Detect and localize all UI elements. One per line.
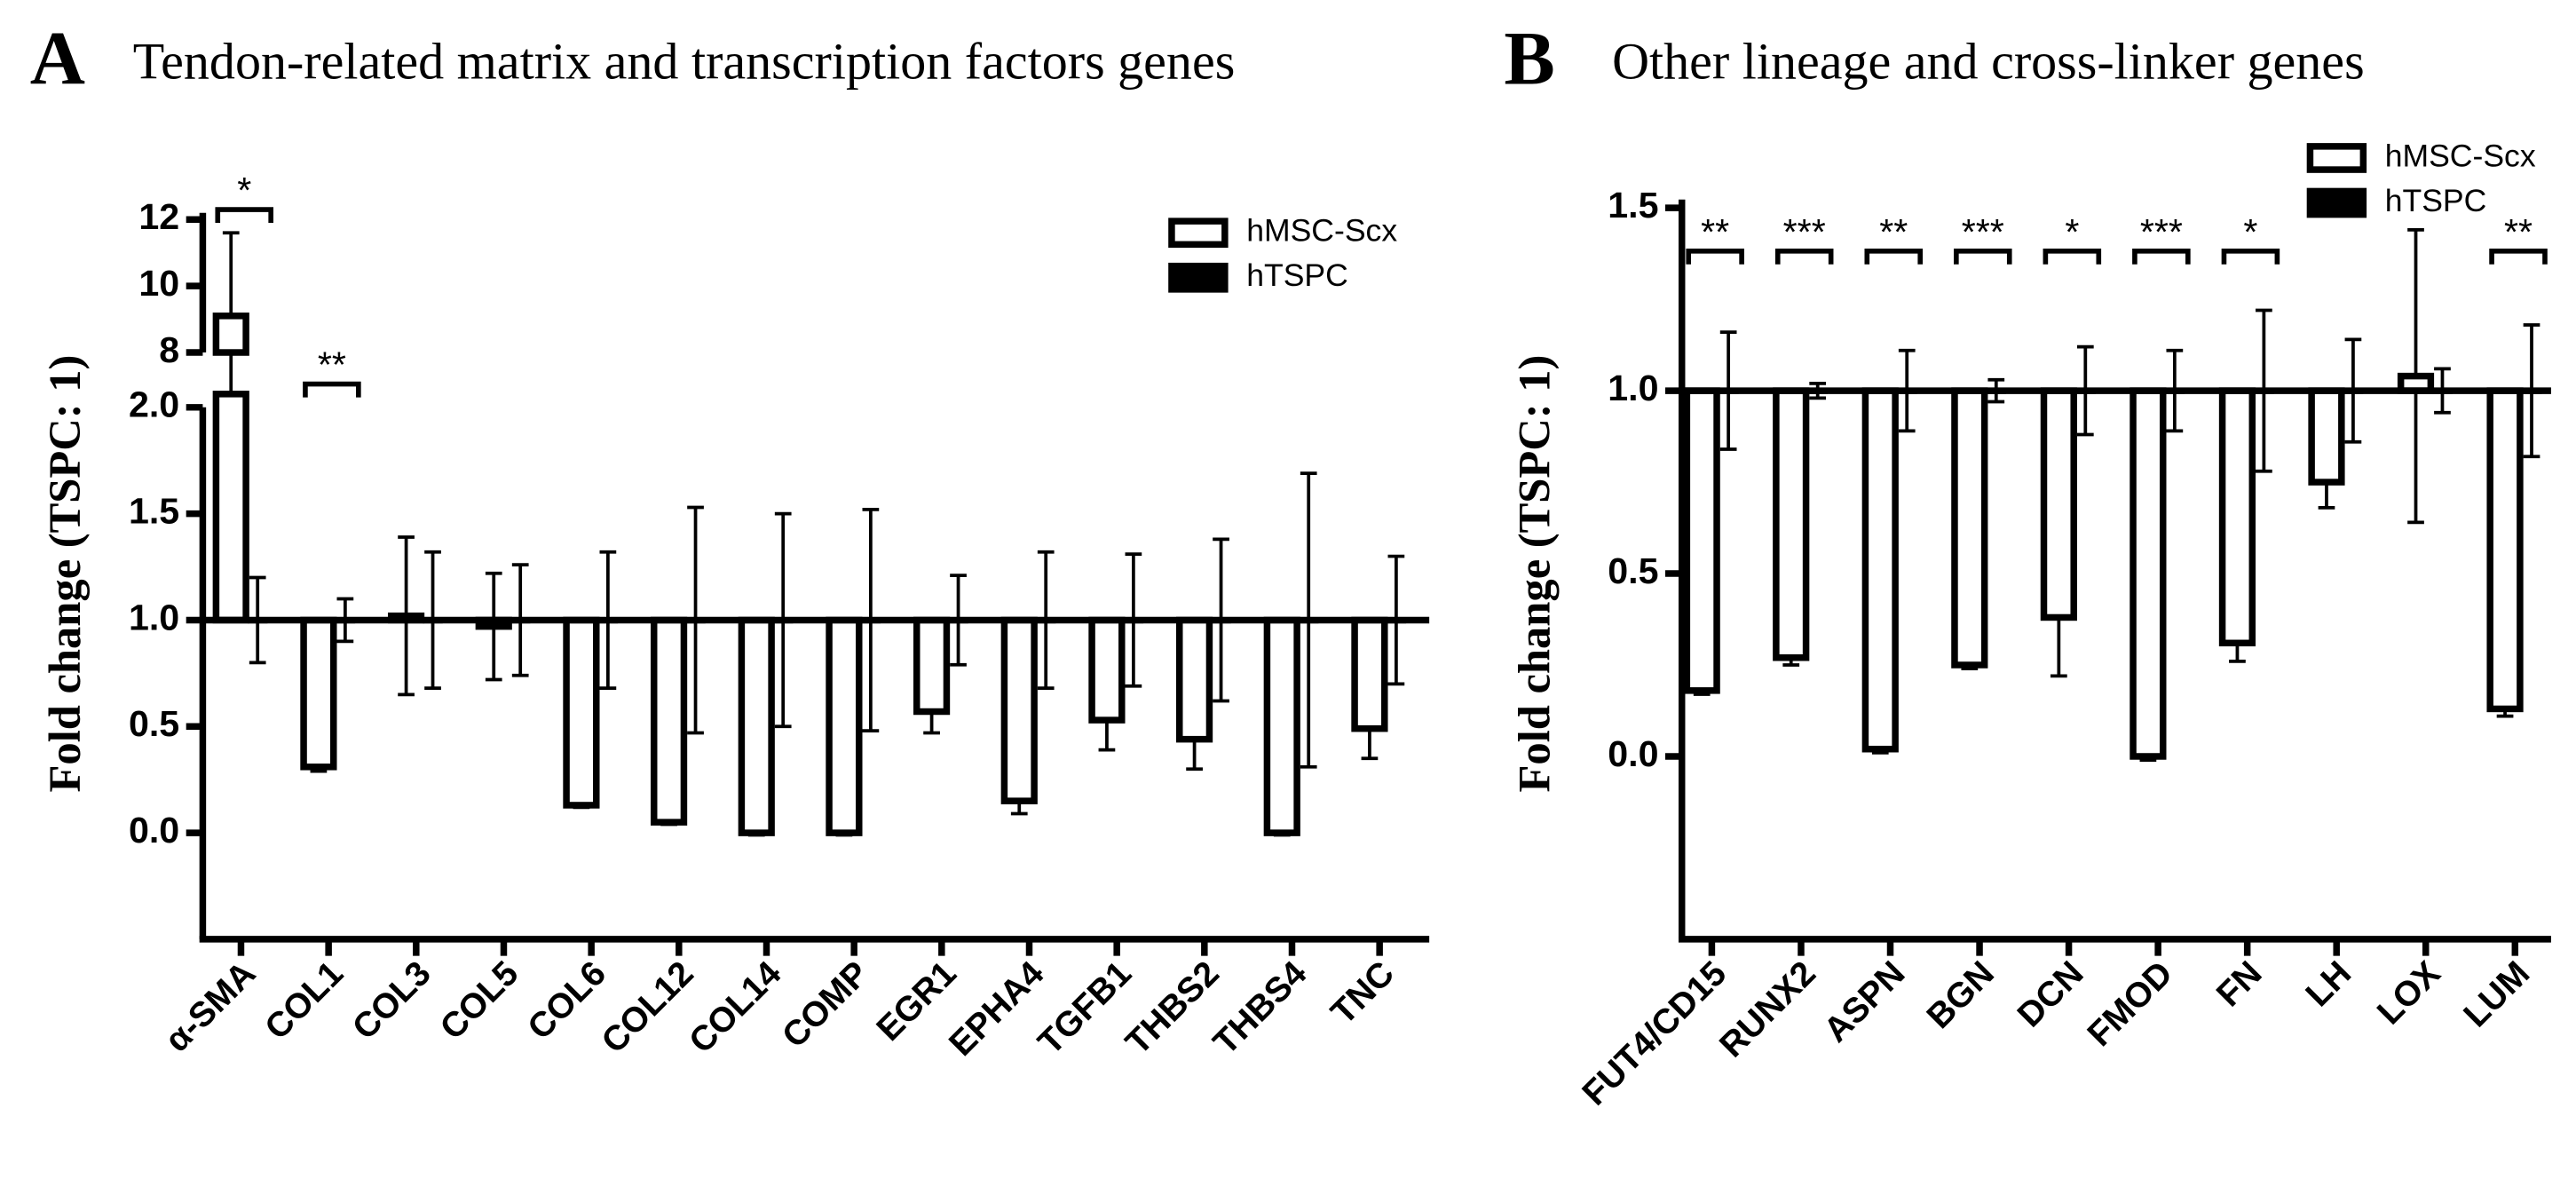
x-tick-label: TNC	[1324, 954, 1402, 1032]
bar	[1683, 387, 1720, 694]
legend-swatch	[2306, 187, 2367, 218]
significance-bracket	[303, 381, 361, 398]
y-tick-label: 12	[138, 196, 179, 237]
x-tick-label: BGN	[1919, 954, 2002, 1036]
y-tick-label: 10	[138, 263, 179, 304]
significance-label: ***	[1783, 211, 1826, 252]
panel-letter: A	[30, 16, 85, 101]
x-tick-label: LH	[2298, 954, 2359, 1014]
significance-label: ***	[1962, 211, 2004, 252]
y-tick-label: 1.5	[1608, 185, 1658, 226]
significance-label: ***	[2140, 211, 2183, 252]
y-axis-label: Fold change (TSPC: 1)	[40, 355, 90, 793]
x-tick-label: TGFB1	[1031, 954, 1139, 1062]
legend-swatch	[1168, 262, 1229, 293]
significance-bracket	[1686, 249, 1744, 265]
x-tick-label: COL5	[432, 954, 525, 1047]
significance-label: *	[237, 170, 251, 210]
legend-swatch	[1168, 218, 1229, 249]
y-tick-label: 0.5	[1608, 550, 1658, 591]
bar	[1773, 387, 1810, 661]
significance-label: **	[1879, 211, 1908, 252]
significance-bracket	[1864, 249, 1924, 265]
bar	[1861, 387, 1899, 753]
x-tick-label: FMOD	[2080, 954, 2180, 1054]
bar	[2040, 387, 2077, 621]
bar	[826, 616, 863, 836]
x-tick-label: FN	[2209, 954, 2269, 1014]
significance-bracket	[1954, 249, 2012, 265]
legend-label: hTSPC	[2385, 183, 2487, 218]
bar	[1175, 616, 1213, 743]
bar	[563, 616, 600, 809]
y-tick-label: 0.0	[1608, 733, 1658, 774]
panel-letter: B	[1504, 16, 1554, 101]
y-tick-label: 1.5	[129, 491, 179, 532]
significance-bracket	[2043, 249, 2102, 265]
y-tick-label: 8	[159, 329, 179, 370]
x-tick-label: COL3	[345, 954, 439, 1047]
x-tick-label: RUNX2	[1712, 954, 1823, 1064]
significance-label: *	[2243, 211, 2257, 252]
x-tick-label: ASPN	[1816, 954, 1912, 1049]
x-tick-label: FUT4/CD15	[1575, 954, 1734, 1112]
significance-label: **	[2504, 211, 2533, 252]
chart-title: Other lineage and cross-linker genes	[1612, 32, 2365, 90]
bar	[1088, 616, 1126, 724]
bar	[212, 391, 249, 624]
bar	[2308, 387, 2345, 486]
x-tick-label: THBS4	[1205, 954, 1314, 1062]
x-tick-label: LUM	[2456, 954, 2537, 1034]
bar	[1263, 616, 1300, 836]
bar	[2486, 387, 2524, 713]
bar-upper	[212, 313, 249, 356]
x-tick-label: THBS2	[1118, 954, 1227, 1062]
bar	[738, 616, 775, 836]
chart-title: Tendon-related matrix and transcription …	[133, 32, 1236, 90]
significance-bracket	[2489, 249, 2548, 265]
x-tick-label: COL12	[594, 954, 701, 1061]
bar	[300, 616, 337, 771]
significance-label: *	[2065, 211, 2079, 252]
bar	[1951, 387, 1988, 669]
y-tick-label: 0.5	[129, 703, 179, 744]
legend-swatch	[2306, 143, 2367, 173]
bar	[1351, 616, 1388, 732]
bar	[650, 616, 688, 826]
bar	[2130, 387, 2167, 760]
y-tick-label: 0.0	[129, 810, 179, 851]
legend-label: hMSC-Scx	[2385, 138, 2536, 173]
x-tick-label: COL1	[257, 954, 351, 1047]
x-tick-label: α-SMA	[157, 954, 263, 1059]
significance-label: **	[318, 344, 346, 385]
significance-label: **	[1701, 211, 1729, 252]
bar	[913, 616, 951, 716]
significance-bracket	[1774, 249, 1834, 265]
y-tick-label: 2.0	[129, 384, 179, 425]
x-tick-label: DCN	[2010, 954, 2090, 1034]
bar	[1000, 616, 1038, 804]
x-tick-label: EPHA4	[942, 954, 1052, 1064]
legend-label: hMSC-Scx	[1246, 213, 1397, 249]
x-tick-label: LOX	[2369, 954, 2447, 1032]
x-tick-label: COL14	[682, 954, 789, 1061]
y-tick-label: 1.0	[129, 597, 179, 637]
bar	[2218, 387, 2256, 647]
x-tick-label: COMP	[775, 954, 876, 1055]
y-axis-label: Fold change (TSPC: 1)	[1509, 355, 1559, 793]
significance-bracket	[215, 207, 273, 223]
significance-bracket	[2221, 249, 2280, 265]
legend-label: hTSPC	[1246, 257, 1348, 293]
significance-bracket	[2132, 249, 2191, 265]
y-tick-label: 1.0	[1608, 368, 1658, 408]
